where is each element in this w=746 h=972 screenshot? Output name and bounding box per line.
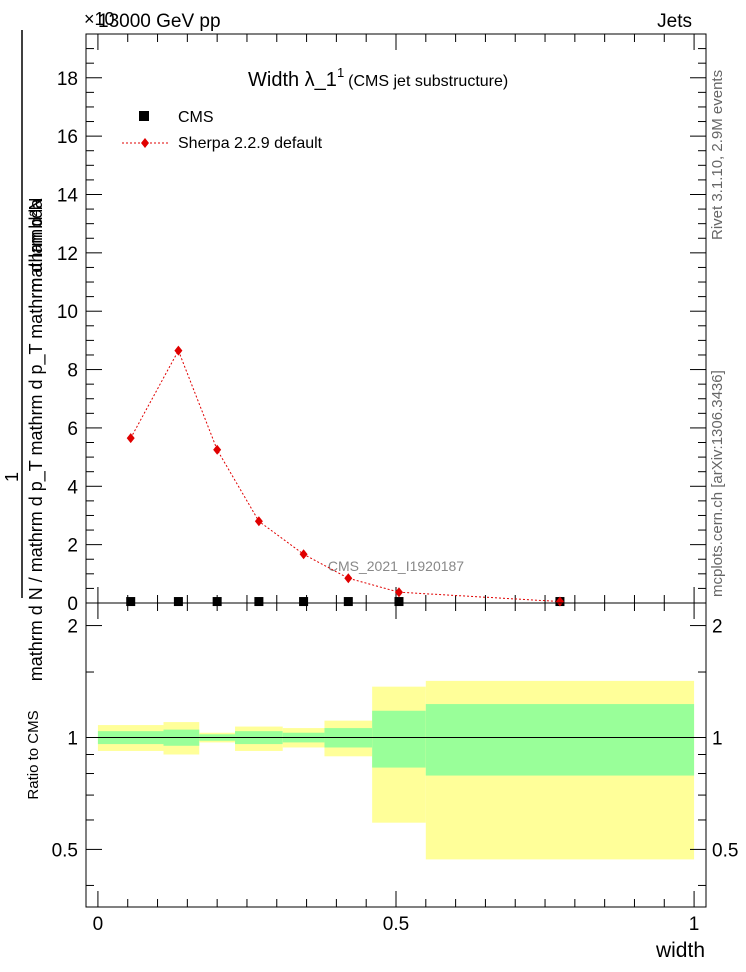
ratio-y-tick-label-right: 2 bbox=[712, 617, 723, 638]
cms-point bbox=[173, 597, 183, 607]
sherpa-point bbox=[126, 433, 135, 444]
plot-title-sub: (CMS jet substructure) bbox=[348, 73, 508, 90]
y-axis-title: mathrm d²N 1 mathrm d N / mathrm d p_T m… bbox=[2, 30, 47, 681]
ratio-x-ticks: 0 0.5 1 bbox=[93, 603, 700, 935]
ratio-y-tick-label: 2 bbox=[67, 617, 78, 638]
legend-sherpa-marker bbox=[141, 138, 149, 148]
legend-cms-marker bbox=[139, 111, 149, 121]
sherpa-point bbox=[254, 516, 263, 527]
x-tick-label: 1 bbox=[689, 914, 700, 935]
energy-label: 13000 GeV pp bbox=[98, 11, 221, 32]
plot-title: Width λ_11 (CMS jet substructure) bbox=[248, 65, 508, 91]
cms-point bbox=[254, 597, 264, 607]
cms-point bbox=[343, 597, 353, 607]
ratio-y-tick-label: 1 bbox=[67, 728, 78, 749]
sherpa-point bbox=[555, 596, 564, 607]
sherpa-point bbox=[394, 587, 403, 598]
sherpa-point bbox=[174, 345, 183, 356]
legend-sherpa-label: Sherpa 2.2.9 default bbox=[178, 135, 323, 152]
ratio-inner-band bbox=[372, 710, 426, 768]
y-axis-denominator: mathrm d N / mathrm d p_T mathrm d p_T m… bbox=[26, 198, 47, 681]
sherpa-point bbox=[213, 444, 222, 455]
ratio-y-tick-label: 0.5 bbox=[52, 840, 78, 861]
main-y-tick-label: 18 bbox=[57, 69, 78, 90]
process-label: Jets bbox=[657, 11, 692, 32]
legend-cms-label: CMS bbox=[178, 109, 214, 126]
sherpa-line bbox=[130, 349, 560, 603]
main-x-ticks bbox=[97, 34, 695, 603]
ratio-y-axis-title: Ratio to CMS bbox=[25, 710, 42, 799]
mcplots-info: mcplots.cern.ch [arXiv:1306.3436] bbox=[709, 370, 726, 597]
main-series-layer bbox=[126, 345, 565, 607]
ratio-y-tick-label-right: 0.5 bbox=[712, 840, 738, 861]
plot-title-superscript: 1 bbox=[337, 65, 344, 80]
y-axis-numerator: mathrm d²N bbox=[26, 197, 46, 292]
cms-point bbox=[212, 597, 222, 607]
main-y-tick-label: 12 bbox=[57, 244, 78, 265]
main-y-tick-label: 4 bbox=[67, 477, 78, 498]
x-tick-label: 0.5 bbox=[383, 914, 409, 935]
axis-multiplier: ×10 bbox=[84, 9, 115, 29]
x-axis-title: width bbox=[655, 939, 705, 962]
plot-title-main: Width λ_1 bbox=[248, 69, 337, 91]
sherpa-point bbox=[344, 573, 353, 584]
main-y-ticks: 0 2 4 6 8 10 12 14 16 18 bbox=[57, 33, 706, 615]
main-y-tick-label: 6 bbox=[67, 419, 78, 440]
main-y-tick-label: 14 bbox=[57, 185, 79, 206]
cms-point bbox=[299, 597, 309, 607]
ratio-bands bbox=[97, 680, 695, 860]
main-y-tick-label: 2 bbox=[67, 536, 78, 557]
analysis-watermark: CMS_2021_I1920187 bbox=[328, 558, 464, 574]
legend: CMS Sherpa 2.2.9 default bbox=[122, 109, 323, 152]
ratio-inner-band bbox=[425, 704, 695, 776]
main-y-tick-label: 10 bbox=[57, 302, 78, 323]
rivet-info: Rivet 3.1.10, 2.9M events bbox=[709, 70, 726, 240]
y-axis-one: 1 bbox=[2, 472, 22, 482]
cms-point bbox=[126, 597, 136, 607]
main-y-tick-label: 16 bbox=[57, 127, 78, 148]
sherpa-point bbox=[299, 549, 308, 560]
x-tick-label: 0 bbox=[93, 914, 104, 935]
main-y-tick-label: 0 bbox=[67, 594, 78, 615]
cms-point bbox=[394, 597, 404, 607]
main-y-tick-label: 8 bbox=[67, 361, 78, 382]
ratio-y-tick-label-right: 1 bbox=[712, 728, 723, 749]
